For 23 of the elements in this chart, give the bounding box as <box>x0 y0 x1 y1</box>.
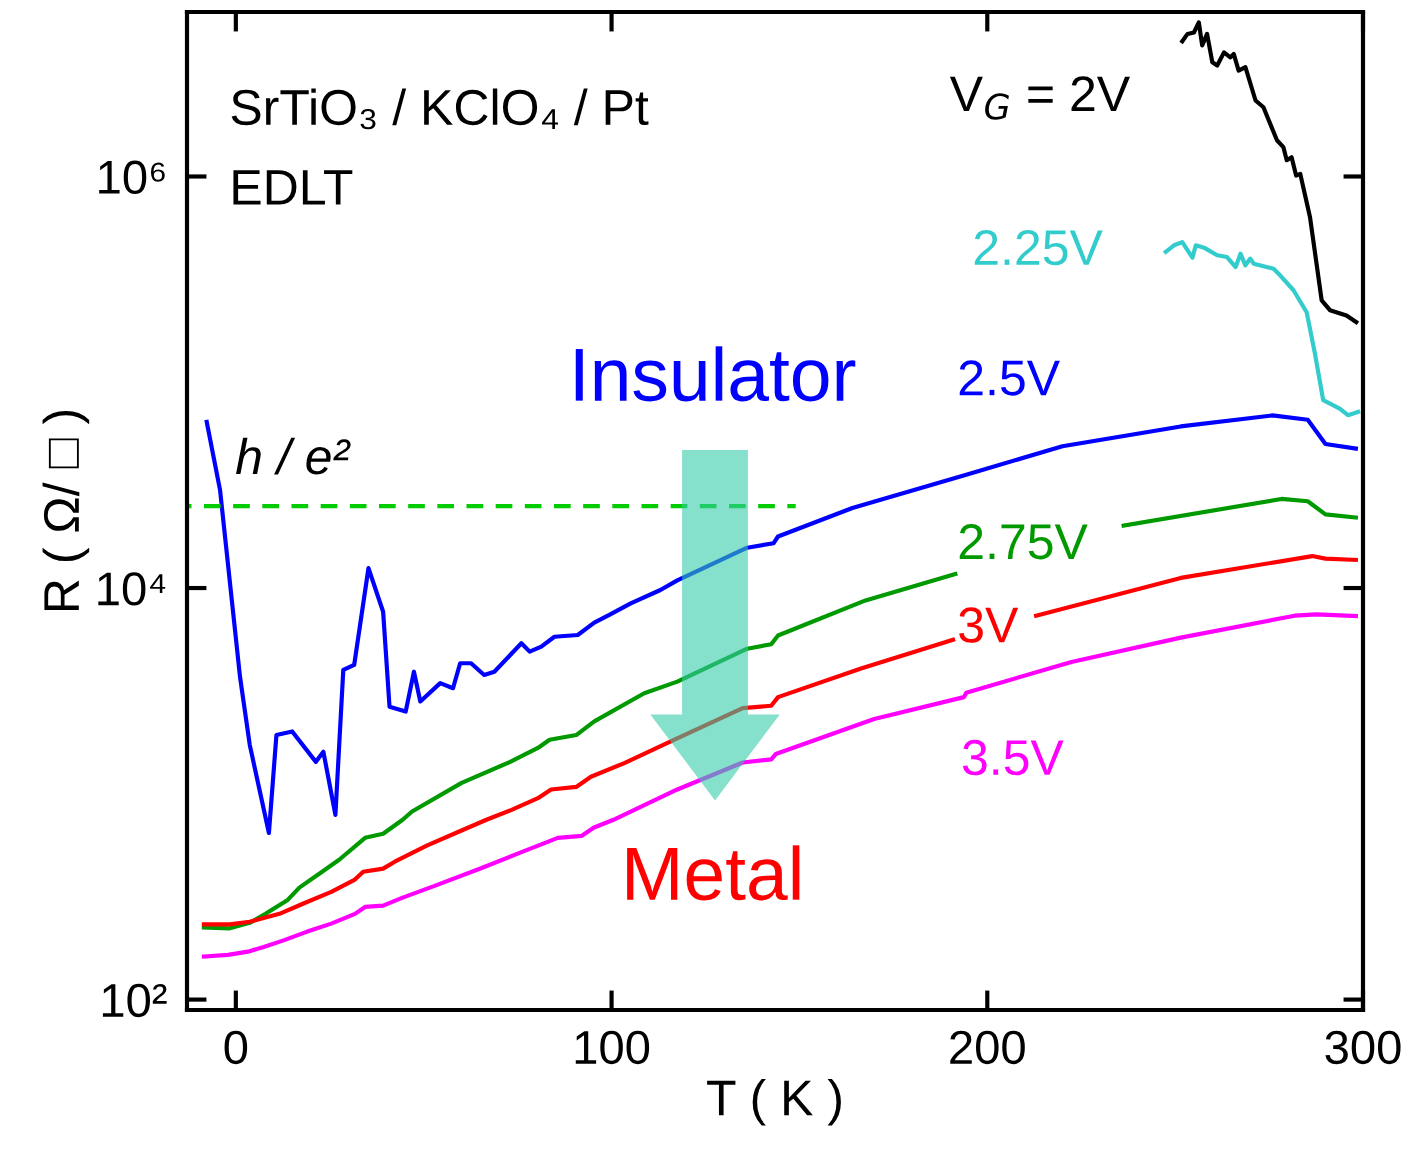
series-label: 2.75V <box>959 524 1088 560</box>
x-tick-label: 0 <box>224 1030 248 1065</box>
annotation: EDLT <box>233 170 353 205</box>
line-series <box>1180 20 1359 325</box>
series-label: 3.5V <box>962 739 1064 776</box>
series-label: 3V <box>959 607 1019 643</box>
y-axis-title: R ( Ω/ □ ) <box>42 410 90 611</box>
annotation: h / e² <box>236 437 351 475</box>
line-series <box>204 413 1358 836</box>
x-tick-label: 200 <box>950 1030 1025 1065</box>
series-label: 2.25V <box>974 229 1103 266</box>
y-tick-label: 10² <box>102 983 167 1018</box>
x-tick-label: 100 <box>575 1030 650 1065</box>
annotation: Insulator <box>575 346 856 402</box>
annotation: SrTiO₃ / KClO₄ / Pt <box>231 88 649 130</box>
line-series <box>1163 239 1361 418</box>
x-tick-label: 300 <box>1325 1030 1401 1065</box>
legend-label: V$_{G}$ = 2V <box>949 76 1130 120</box>
x-axis-title: T ( K ) <box>707 1079 841 1126</box>
series-label: 2.5V <box>959 360 1060 396</box>
y-tick-label: 10⁴ <box>98 572 166 606</box>
y-tick-label: 10⁶ <box>99 160 165 195</box>
annotation: Metal <box>627 845 800 901</box>
